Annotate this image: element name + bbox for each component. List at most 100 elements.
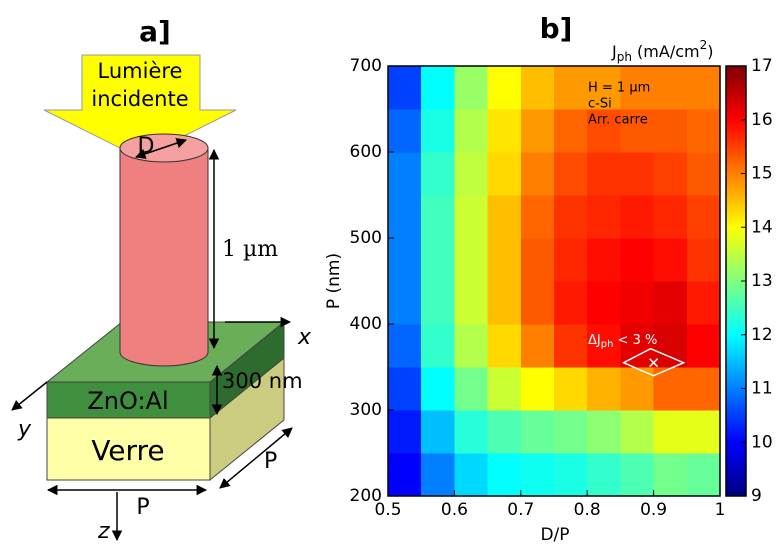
x-label: x xyxy=(297,325,312,350)
cell xyxy=(587,324,621,368)
colorbar-tick-label: 11 xyxy=(751,379,773,399)
cell xyxy=(620,152,655,196)
cell xyxy=(520,367,555,411)
x-axis-label: D/P xyxy=(540,525,569,544)
cell xyxy=(520,453,555,497)
cell xyxy=(554,453,588,497)
cell xyxy=(587,453,621,497)
d-arrow xyxy=(135,138,187,159)
heatmap-panel: b] D/P P (nm) Jph (mA/cm2) 0.5 0.6 0.7 0.8 0… xyxy=(324,12,773,544)
cell xyxy=(454,195,489,239)
cell xyxy=(388,367,422,411)
cell xyxy=(686,109,721,153)
cell xyxy=(554,367,588,411)
chart-title: b] xyxy=(540,12,573,45)
light-arrow xyxy=(43,54,237,159)
y-tick-label: 500 xyxy=(350,228,382,248)
colorbar-label: Jph (mA/cm2) xyxy=(611,38,713,64)
cell xyxy=(686,195,721,239)
cell xyxy=(520,410,555,454)
cell xyxy=(520,152,555,196)
cell xyxy=(487,195,522,239)
cell xyxy=(520,281,555,325)
cell xyxy=(653,66,688,110)
cell xyxy=(554,281,588,325)
cell xyxy=(487,324,522,368)
annotation: Arr. carre xyxy=(588,113,648,128)
colorbar-tick-label: 15 xyxy=(751,164,773,184)
cell xyxy=(653,238,688,282)
colorbar-tick-label: 12 xyxy=(751,325,773,345)
cell xyxy=(620,66,655,110)
optimum-marker xyxy=(649,358,659,368)
x-tick-label: 0.8 xyxy=(574,500,601,520)
cell xyxy=(388,238,422,282)
cell xyxy=(388,109,422,153)
tolerance-region xyxy=(621,347,686,377)
cell xyxy=(421,281,455,325)
cell xyxy=(520,109,555,153)
cell xyxy=(554,324,588,368)
cell xyxy=(587,66,621,110)
colorbar-tick-label: 9 xyxy=(751,486,762,506)
cell xyxy=(686,410,721,454)
cell xyxy=(421,453,455,497)
annotation: c-Si xyxy=(588,97,612,112)
cell xyxy=(487,410,522,454)
cell xyxy=(587,152,621,196)
cell xyxy=(388,152,422,196)
cell xyxy=(554,109,588,153)
cell xyxy=(520,195,555,239)
diagram: a] Lumière incidente D 1 µm x 300 nm ZnO… xyxy=(11,15,312,544)
p-arrow xyxy=(219,427,293,489)
cell xyxy=(421,195,455,239)
y-label: y xyxy=(17,417,32,442)
p-label: P xyxy=(136,495,149,520)
cell xyxy=(388,324,422,368)
colorbar-tick-label: 17 xyxy=(751,56,773,76)
cell xyxy=(421,324,455,368)
cylinder xyxy=(119,147,209,367)
cell xyxy=(587,109,621,153)
colorbar-tick-label: 14 xyxy=(751,217,773,237)
cell xyxy=(487,238,522,282)
y-tick-label: 600 xyxy=(350,142,382,162)
cell xyxy=(454,238,489,282)
substrate-label: Verre xyxy=(91,434,164,467)
layer-label: ZnO:Al xyxy=(87,387,168,415)
cell xyxy=(388,453,422,497)
x-tick-label: 0.7 xyxy=(507,500,534,520)
cell xyxy=(653,109,688,153)
light-label: incidente xyxy=(91,87,188,111)
cell xyxy=(587,195,621,239)
cell xyxy=(454,367,489,411)
x-tick-label: 0.9 xyxy=(640,500,667,520)
cell xyxy=(620,109,655,153)
cell xyxy=(653,367,688,411)
cell xyxy=(487,453,522,497)
cell xyxy=(620,195,655,239)
cell xyxy=(653,410,688,454)
cell xyxy=(686,453,721,497)
cell xyxy=(653,324,688,368)
cell xyxy=(454,66,489,110)
cell xyxy=(388,281,422,325)
cell xyxy=(454,152,489,196)
light-label: Lumière xyxy=(98,59,183,83)
y-tick-label: 200 xyxy=(350,486,382,506)
z-label: z xyxy=(97,519,110,544)
cell xyxy=(454,324,489,368)
cell xyxy=(421,66,455,110)
cell xyxy=(620,281,655,325)
panel-title: a] xyxy=(139,15,171,48)
y-arrow xyxy=(11,381,48,411)
colorbar-tick-label: 13 xyxy=(751,271,773,291)
cell xyxy=(421,367,455,411)
x-tick-label: 0.6 xyxy=(441,500,468,520)
cell xyxy=(388,410,422,454)
y-tick-label: 400 xyxy=(350,314,382,334)
y-tick-label: 700 xyxy=(350,56,382,76)
region-label: ΔJph < 3 % xyxy=(588,333,657,351)
cell xyxy=(554,195,588,239)
cell xyxy=(454,281,489,325)
